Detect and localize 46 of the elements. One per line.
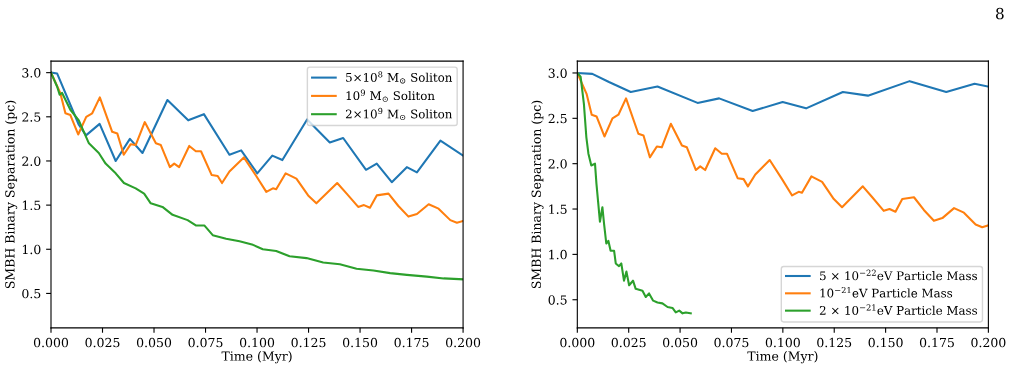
y-tick-label: 0.5: [22, 288, 41, 299]
x-tick-label: 0.075: [188, 337, 223, 348]
x-tick-label: 0.025: [85, 337, 120, 348]
x-tick-label: 0.150: [342, 337, 378, 348]
x-tick-label: 0.175: [919, 337, 954, 348]
x-tick-label: 0.075: [714, 337, 749, 348]
legend-label: 10$^{9}$ M$_{⊙}$ Soliton: [346, 89, 435, 102]
y-tick-label: 1.0: [549, 249, 567, 260]
x-tick-label: 0.050: [663, 337, 698, 348]
y-tick-label: 0.5: [548, 295, 567, 305]
x-tick-label: 0.000: [33, 337, 69, 348]
x-tick-label: 0.100: [239, 337, 275, 348]
y-tick-label: 2.5: [22, 112, 41, 122]
line-series: [51, 71, 464, 224]
x-tick-label: 0.200: [971, 337, 1006, 348]
line-series: [577, 71, 692, 315]
y-tick-label: 3.0: [548, 68, 567, 78]
x-axis-title: Time (Myr): [747, 351, 818, 364]
x-tick-label: 0.050: [136, 337, 172, 348]
y-tick-label: 1.0: [22, 244, 41, 255]
y-tick-label: 2.0: [548, 159, 567, 169]
x-tick-label: 0.175: [394, 337, 429, 348]
legend-label: 2 × 10$^{−21}$eV Particle Mass: [819, 304, 978, 315]
line-series: [51, 71, 464, 184]
y-axis-title: SMBH Binary Separation (pc): [531, 100, 544, 289]
y-tick-label: 2.5: [548, 113, 567, 124]
x-tick-label: 0.150: [868, 337, 903, 348]
y-tick-label: 3.0: [22, 68, 41, 78]
x-tick-label: 0.100: [765, 337, 800, 348]
legend-label: 5×10$^{8}$ M$_{⊙}$ Soliton: [346, 71, 453, 84]
line-series: [577, 71, 989, 113]
x-tick-label: 0.200: [446, 337, 481, 348]
x-tick-label: 0.125: [817, 337, 852, 348]
line-series: [51, 71, 464, 281]
legend-label: 5 × 10$^{−22}$eV Particle Mass: [820, 269, 978, 281]
y-tick-label: 2.0: [22, 156, 41, 166]
x-tick-label: 0.025: [611, 337, 646, 348]
x-axis-title: Time (Myr): [221, 351, 292, 364]
y-tick-label: 1.5: [549, 204, 567, 214]
x-tick-label: 0.125: [291, 337, 326, 348]
legend-label: 2×10$^{9}$ M$_{⊙}$ Soliton: [345, 107, 453, 121]
text: 8: [996, 7, 1004, 20]
legend-label: 10$^{−21}$eV Particle Mass: [820, 286, 953, 298]
x-tick-label: 0.000: [560, 337, 595, 348]
y-axis-title: SMBH Binary Separation (pc): [4, 100, 18, 289]
y-tick-label: 1.5: [22, 200, 41, 211]
